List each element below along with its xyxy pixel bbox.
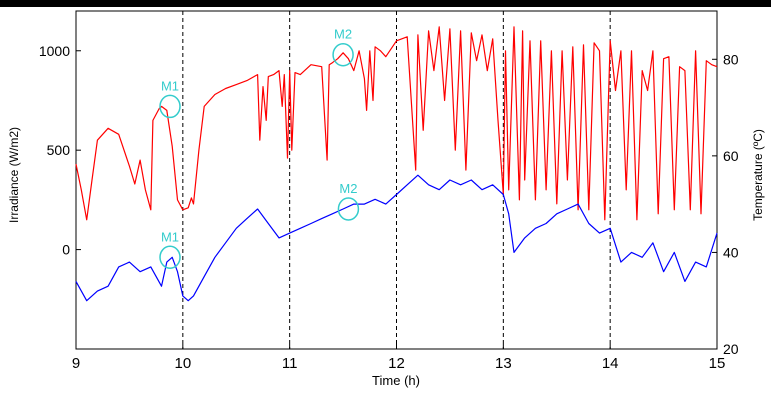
right-axis-ticks: 20 40 60 80 [712,51,739,357]
left-tick-label: 500 [47,142,71,158]
marker-label-m1: M1 [161,78,179,93]
top-band [0,0,771,7]
right-tick-label: 20 [723,341,739,357]
x-tick-label: 10 [174,355,191,372]
left-tick-label: 0 [62,242,70,258]
right-tick-label: 80 [723,51,739,67]
vertical-grid [182,11,611,349]
right-tick-label: 60 [723,148,739,164]
left-axis-ticks: 0 500 1000 [39,43,81,258]
marker-circle-m2 [337,197,360,221]
x-tick-label: 13 [495,355,512,372]
marker-label-m2: M2 [339,181,357,196]
marker-annotations: M1 M2 M1 M2 [159,27,360,270]
x-tick-label: 11 [282,355,298,372]
x-axis-ticks: 9 10 11 12 13 14 15 [72,344,726,372]
x-tick-label: 9 [72,355,80,372]
x-tick-label: 14 [602,355,619,372]
irradiance-series [75,26,718,221]
x-tick-label: 12 [388,355,405,372]
marker-label-m1: M1 [161,229,179,244]
marker-circle-m1 [159,94,181,119]
irradiance-line [75,26,718,221]
right-tick-label: 40 [723,244,739,260]
left-tick-label: 1000 [39,43,70,59]
marker-label-m2: M2 [334,27,352,42]
marker-circle-m2 [332,42,354,67]
marker-circle-m1 [159,245,181,270]
x-axis-label: Time (h) [372,373,420,388]
left-axis-label: Irradiance (W/m2) [7,127,21,223]
x-tick-label: 15 [709,355,726,372]
right-axis-label: Temperature (ºC) [751,129,765,221]
